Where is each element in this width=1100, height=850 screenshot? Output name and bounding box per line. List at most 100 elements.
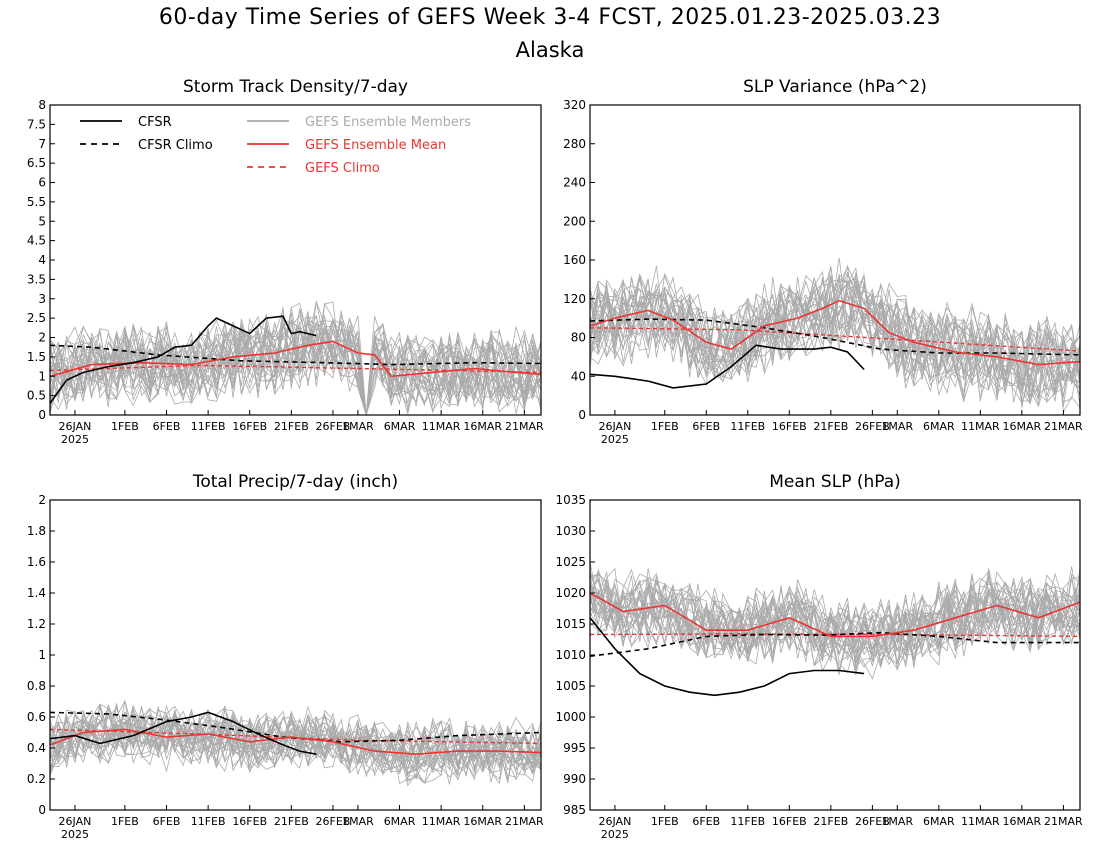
ensemble-member-line (49, 703, 542, 775)
x-tick-label: 11MAR (961, 815, 1000, 828)
x-tick-label: 11MAR (422, 815, 461, 828)
x-tick-label: 21MAR (1044, 815, 1083, 828)
y-tick-label: 1.8 (27, 524, 46, 538)
x-tick-label: 26JAN (599, 815, 632, 828)
x-tick-label: 1MAR (342, 815, 374, 828)
x-tick-label: 21MAR (505, 815, 544, 828)
cfsr-line (49, 315, 317, 404)
panel-4: Mean SLP (hPa) 985 990 995 1000 1005 1010 1015 1… (555, 472, 1083, 841)
x-tick-label: 26FEB (855, 420, 890, 433)
x-tick-label: 16FEB (232, 815, 267, 828)
x-tick-label: 21FEB (274, 420, 309, 433)
x-tick-label: 16FEB (232, 420, 267, 433)
y-tick-label: 2 (38, 493, 46, 507)
y-tick-label: 280 (563, 137, 586, 151)
x-year-label: 2025 (601, 433, 629, 446)
y-tick-label: 1.4 (27, 586, 46, 600)
cfsr-climo-line (589, 318, 1081, 356)
cfsr-line (49, 711, 317, 755)
y-tick-label: 1.5 (27, 350, 46, 364)
y-tick-label: 0.8 (27, 679, 46, 693)
panel-title: SLP Variance (hPa^2) (743, 77, 927, 97)
y-tick-label: 5 (38, 214, 46, 228)
legend-cfsr-climo-label: CFSR Climo (138, 138, 213, 153)
ensemble-member-line (49, 705, 542, 781)
y-tick-label: 6.5 (27, 156, 46, 170)
cfsr-line (589, 344, 865, 389)
y-tick-label: 240 (563, 176, 586, 190)
y-tick-label: 1030 (555, 524, 586, 538)
x-tick-label: 26JAN (599, 420, 632, 433)
y-tick-label: 1005 (555, 679, 586, 693)
panel-title: Mean SLP (hPa) (769, 472, 901, 492)
gefs-mean-line (49, 728, 542, 756)
y-tick-label: 0 (38, 408, 46, 422)
y-tick-label: 0.5 (27, 389, 46, 403)
x-tick-label: 11MAR (422, 420, 461, 433)
y-tick-label: 3 (38, 292, 46, 306)
x-tick-label: 11FEB (730, 815, 765, 828)
ensemble-member-line (589, 572, 1081, 663)
panel-1: Storm Track Density/7-day 0 0.5 1 1.5 2 2.5 3 3.… (27, 77, 544, 446)
y-tick-label: 5.5 (27, 195, 46, 209)
x-tick-label: 26FEB (316, 420, 351, 433)
ensemble-member-line (49, 302, 542, 416)
figure-title: 60-day Time Series of GEFS Week 3-4 FCST… (158, 5, 942, 30)
x-tick-label: 11MAR (961, 420, 1000, 433)
x-tick-label: 16FEB (772, 420, 807, 433)
ensemble-member-line (589, 572, 1081, 663)
x-tick-label: 16MAR (1003, 815, 1042, 828)
x-tick-label: 6MAR (923, 815, 955, 828)
y-tick-label: 1015 (555, 617, 586, 631)
x-year-label: 2025 (601, 828, 629, 841)
x-tick-label: 1FEB (111, 420, 139, 433)
y-tick-label: 6 (38, 176, 46, 190)
ensemble-member-line (49, 314, 542, 416)
ensemble-members (49, 299, 542, 417)
ensemble-member-line (49, 318, 542, 416)
ensemble-member-line (589, 570, 1081, 667)
x-tick-label: 21FEB (274, 815, 309, 828)
y-tick-label: 1 (38, 369, 46, 383)
cfsr-climo-line (589, 631, 1080, 657)
y-tick-label: 8 (38, 98, 46, 112)
x-tick-label: 21FEB (813, 420, 848, 433)
y-tick-label: 200 (563, 214, 586, 228)
gefs-climo-line (49, 728, 542, 745)
x-year-label: 2025 (61, 828, 89, 841)
panel-title: Total Precip/7-day (inch) (192, 472, 398, 492)
ensemble-member-line (49, 712, 542, 774)
x-tick-label: 26FEB (855, 815, 890, 828)
y-tick-label: 0 (38, 803, 46, 817)
x-tick-label: 6FEB (153, 420, 181, 433)
ensemble-member-line (589, 273, 1081, 406)
x-tick-label: 16MAR (463, 420, 502, 433)
ensemble-member-line (589, 279, 1081, 402)
x-tick-label: 11FEB (191, 420, 226, 433)
ensemble-member-line (589, 575, 1081, 663)
x-tick-label: 26JAN (59, 420, 92, 433)
y-tick-label: 3.5 (27, 272, 46, 286)
x-tick-label: 6MAR (384, 420, 416, 433)
ensemble-member-line (589, 273, 1081, 402)
x-tick-label: 1FEB (651, 420, 679, 433)
legend: CFSR CFSR Climo GEFS Ensemble Members GEFS … (80, 115, 471, 176)
ensemble-members (49, 699, 542, 787)
y-tick-label: 4.5 (27, 234, 46, 248)
panel-3: Total Precip/7-day (inch)00.20.40.60.811… (27, 472, 544, 841)
x-year-label: 2025 (61, 433, 89, 446)
y-tick-label: 985 (563, 803, 586, 817)
y-tick-label: 0.2 (27, 772, 46, 786)
y-tick-label: 40 (571, 369, 586, 383)
cfsr-line (589, 617, 865, 697)
legend-gefs-climo-label: GEFS Climo (305, 161, 380, 176)
y-tick-label: 160 (563, 253, 586, 267)
ensemble-member-line (589, 570, 1081, 667)
x-tick-label: 21MAR (505, 420, 544, 433)
legend-members-label: GEFS Ensemble Members (305, 115, 471, 130)
y-tick-label: 4 (38, 253, 46, 267)
x-tick-label: 6FEB (692, 815, 720, 828)
gefs-climo-line (589, 327, 1081, 352)
y-tick-label: 1035 (555, 493, 586, 507)
ensemble-member-line (589, 276, 1081, 393)
